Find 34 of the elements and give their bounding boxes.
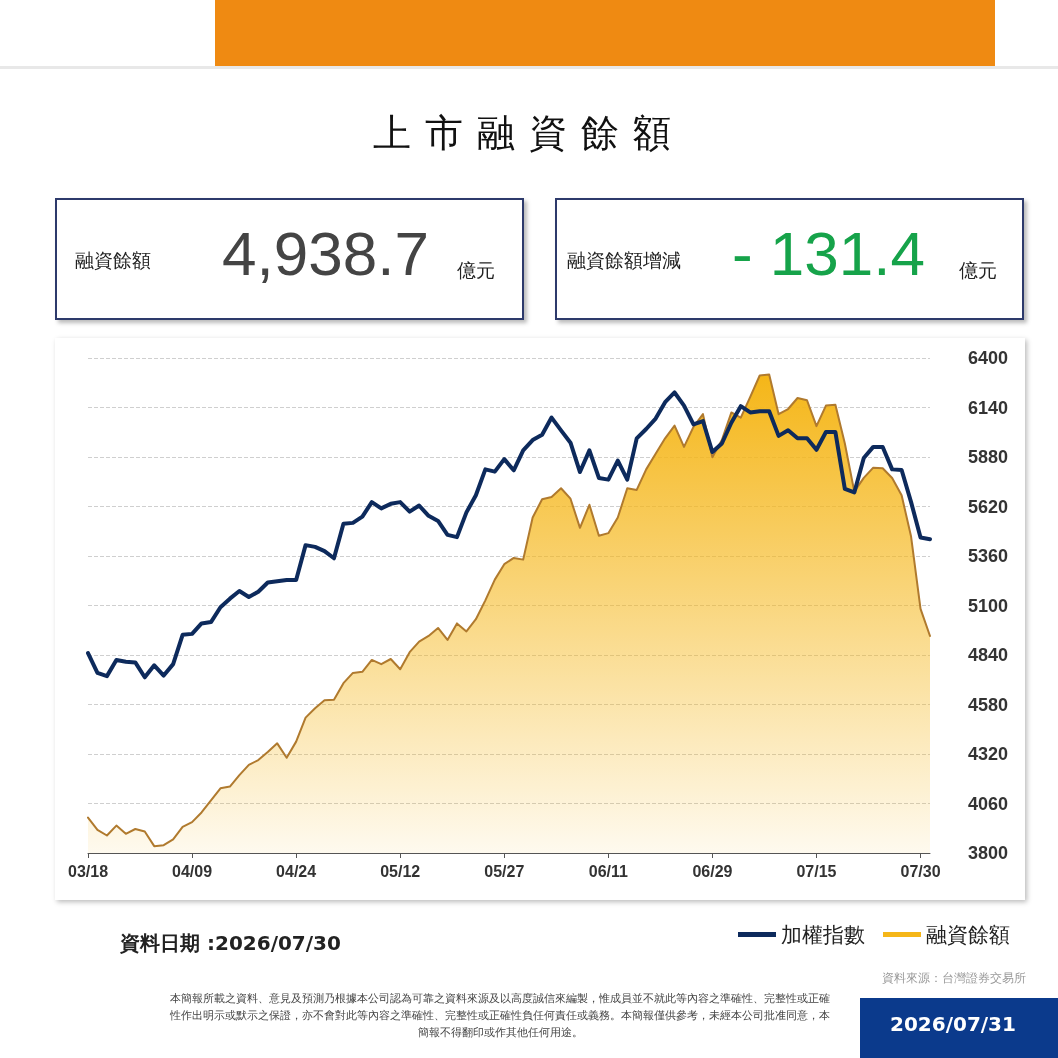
y-tick-label: 5880 <box>968 447 1009 467</box>
x-tick-label: 03/18 <box>67 862 109 880</box>
text: - 131.4 <box>732 218 926 289</box>
x-tick-label: 05/12 <box>380 862 421 880</box>
y-tick-label: 6400 <box>968 348 1009 368</box>
text: 融資餘額 <box>75 248 151 273</box>
y-tick-label: 4580 <box>968 694 1009 715</box>
y-tick-label: 5100 <box>968 595 1009 616</box>
x-tick-label: 06/29 <box>692 862 733 880</box>
text: 融資餘額增減 <box>567 248 681 273</box>
y-tick-label: 3800 <box>968 843 1009 863</box>
y-tick-label: 4840 <box>968 645 1009 665</box>
x-tick-label: 07/30 <box>900 862 941 880</box>
y-tick-label: 4060 <box>968 793 1009 814</box>
text: 億元 <box>457 258 495 283</box>
x-tick-label: 05/27 <box>484 862 525 880</box>
y-tick-label: 5360 <box>968 546 1009 566</box>
legend-label: 融資餘額 <box>926 922 1010 947</box>
y-tick-label: 6140 <box>968 397 1009 418</box>
line-series <box>86 390 932 680</box>
text: 2026/07/31 <box>890 1012 1016 1036</box>
x-tick-label: 04/24 <box>276 862 317 880</box>
x-tick-label: 07/15 <box>796 862 837 880</box>
text: 4,938.7 <box>222 218 429 289</box>
legend-label: 加權指數 <box>781 922 865 947</box>
x-tick-label: 04/09 <box>172 862 213 880</box>
chart-title: 上市融資餘額 <box>372 110 686 157</box>
text: 資料日期 :2026/07/30 <box>120 930 341 957</box>
text: 本簡報所載之資料、意見及預測乃根據本公司認為可靠之資料來源及以高度誠信來編製，惟成員並不就此等內容之準確性、完整性或正確性作出明示或默示之保證，亦不會對此等內容之準確性、完整性或正確性負任何責任或義務。本簡報僅供參考，未經本公司批准同意，本簡報不得翻印或作其他任何用途。 <box>170 991 830 1041</box>
source-note: 資料來源：台灣證券交易所 <box>882 970 1026 987</box>
y-tick-label: 5620 <box>968 496 1009 517</box>
x-tick-label: 06/11 <box>588 862 629 880</box>
y-tick-label: 4320 <box>968 744 1009 764</box>
text: 億元 <box>959 258 997 283</box>
